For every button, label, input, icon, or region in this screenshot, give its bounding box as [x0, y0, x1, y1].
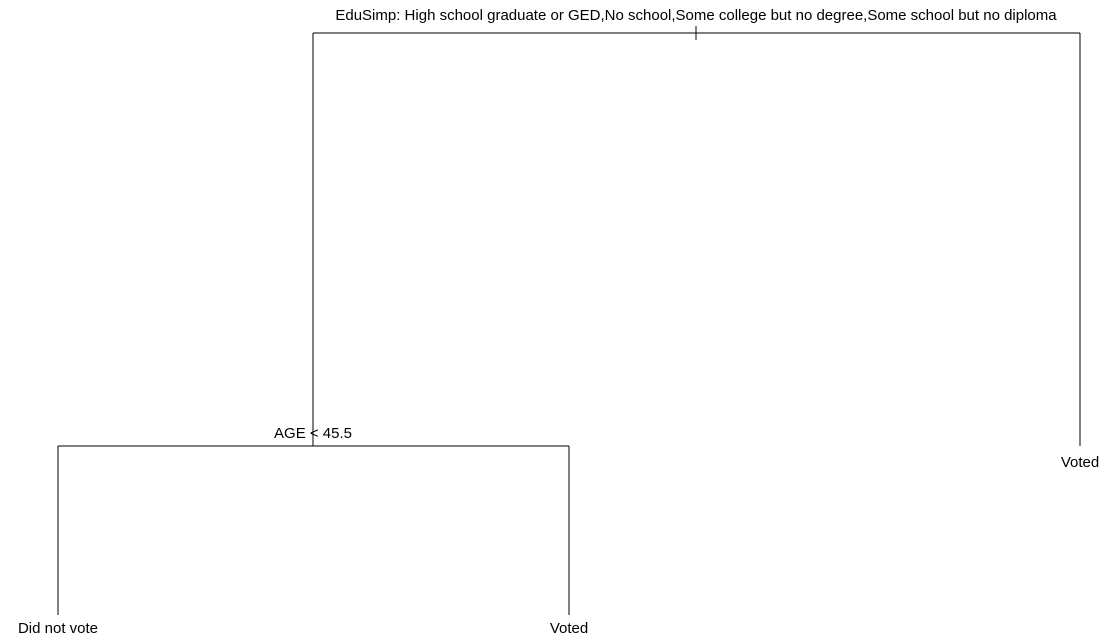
leaf-voted-right: Voted: [1061, 454, 1099, 471]
leaf-did-not-vote: Did not vote: [18, 620, 98, 637]
age-split-label: AGE < 45.5: [274, 425, 352, 442]
root-split-label: EduSimp: High school graduate or GED,No …: [335, 7, 1057, 24]
leaf-voted-middle: Voted: [550, 620, 588, 637]
